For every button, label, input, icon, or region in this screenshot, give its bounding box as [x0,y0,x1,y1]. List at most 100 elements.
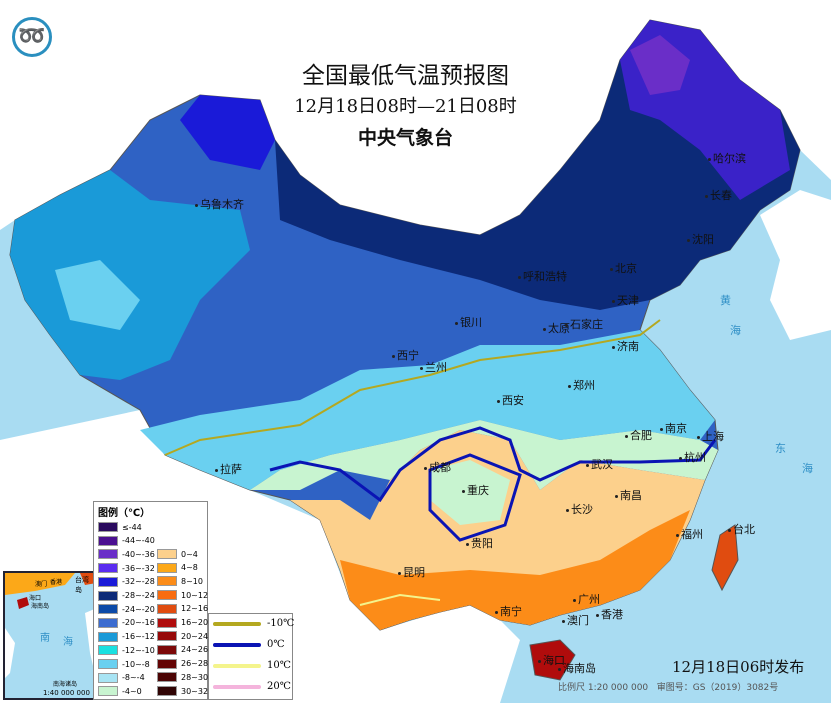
legend-swatch [98,672,118,683]
city-label: 广州 [573,591,600,607]
legend-swatch [157,644,177,655]
legend-swatch [98,549,118,560]
korea-land [760,190,831,340]
legend-swatch [157,672,177,683]
legend-item: -8~-4 [98,672,145,683]
legend-label: -44~-40 [122,536,155,546]
isotherm-legend-item: 10℃ [213,660,291,671]
legend-swatch [157,549,177,559]
legend-swatch [157,658,177,669]
city-label: 长沙 [566,501,593,517]
cold-zone-xinjiang-north [180,95,275,170]
legend-item: -4~0 [98,686,142,697]
legend-label: 10~12 [181,590,209,600]
inset-label: 海口 [29,595,42,602]
isotherm-line-sample [213,621,261,626]
legend-label: ≤-44 [122,522,142,532]
legend-item: -36~-32 [98,563,155,574]
legend-swatch [157,603,177,614]
legend-label: 24~26 [181,645,209,655]
legend-label: -4~0 [122,686,142,696]
legend-label: -8~-4 [122,673,145,683]
city-label: 合肥 [625,427,652,443]
legend-label: 12~16 [181,604,209,614]
city-label: 石家庄 [565,316,603,332]
legend-item: 20~24 [157,631,208,642]
city-label: 兰州 [420,359,447,375]
cold-zone-xinjiang [10,170,250,380]
mild-zone-tarim [55,260,140,330]
city-label: 昆明 [398,564,425,580]
city-label: 澳门 [562,612,589,628]
legend-label: -20~-16 [122,618,155,628]
isotherm-label: -10℃ [267,618,295,629]
inset-label: 澳门 [35,581,48,588]
city-label: 南昌 [615,487,642,503]
inset-label: 台湾岛 [75,576,89,594]
legend-swatch [98,686,118,697]
legend-item: -44~-40 [98,535,155,546]
isotherm-legend: -10℃ 0℃ 10℃ 20℃ [208,613,295,700]
sea-label: 东 [775,442,786,455]
city-label: 北京 [610,260,637,276]
legend-swatch [98,631,118,642]
sea-label: 海 [802,462,813,475]
legend-item: -24~-20 [98,604,155,615]
sea-label: 黄 [720,294,731,307]
legend-swatch [157,562,177,573]
isotherm-label: 10℃ [267,660,291,671]
issuer: 中央气象台 [357,127,453,149]
legend-item: -10~-8 [98,659,150,669]
legend-title: 图例（℃） [98,508,151,519]
sea-label: 海 [730,324,741,337]
inset-label: 香港 [50,579,63,586]
isotherm-legend-item: 0℃ [213,639,285,650]
legend-swatch [157,631,177,642]
city-label: 武汉 [586,456,613,472]
isotherm-line-sample [213,684,261,689]
warm-zone-southern-coast [340,510,690,630]
inset-label: 海南岛 [31,603,50,610]
city-label: 海南岛 [558,660,596,676]
isotherm-label: 20℃ [267,681,291,692]
cold-zone-far-north [630,35,690,95]
legend-label: -40~-36 [122,549,155,559]
city-label: 南京 [660,420,687,436]
legend-item: -28~-24 [98,590,155,601]
legend-item: 0~4 [157,549,198,559]
legend-label: -10~-8 [122,659,150,669]
legend-label: -16~-12 [122,632,155,642]
legend-swatch [157,686,177,696]
color-legend: 图例（℃） ≤-44 -44~-40 -40~-36 -36~-32 -32~-28 -2… [93,501,208,700]
legend-item: -20~-16 [98,617,155,628]
isotherm-line-sample [213,642,261,647]
legend-item: 8~10 [157,576,203,587]
inset-label: 海 [63,637,73,648]
legend-item: -40~-36 [98,549,155,560]
inset-label: 南 [40,633,50,644]
legend-swatch [98,590,118,601]
legend-item: 24~26 [157,644,209,655]
legend-label: 28~30 [181,672,209,682]
city-label: 台北 [728,521,755,537]
isotherm-10c [359,593,441,606]
legend-swatch [157,617,177,628]
map-footer: 比例尺 1:20 000 000 审图号：GS（2019）3082号 [558,680,778,693]
city-label: 郑州 [568,377,595,393]
forecast-period: 12月18日08时—21日08时 [294,96,517,117]
legend-label: -28~-24 [122,591,155,600]
map-approval-number: 审图号：GS（2019）3082号 [656,683,779,693]
map-title: 全国最低气温预报图 [302,63,509,89]
cool-band [140,330,715,490]
legend-label: -32~-28 [122,577,155,587]
city-label: 香港 [596,606,623,622]
inset-scale: 1:40 000 000 [43,689,90,697]
legend-swatch [98,576,118,587]
isotherm-line-sample [213,663,261,668]
legend-item: -16~-12 [98,631,155,642]
legend-label: -12~-10 [122,645,155,655]
legend-label: 30~32 [181,686,209,696]
city-label: 福州 [676,526,703,542]
map-scale: 比例尺 1:20 000 000 [558,683,649,693]
